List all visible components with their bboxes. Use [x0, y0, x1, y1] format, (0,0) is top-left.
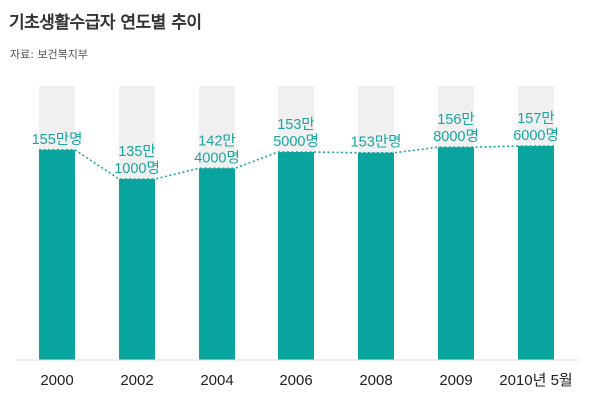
data-label: 5000명: [273, 133, 319, 150]
data-label: 4000명: [194, 149, 240, 166]
data-label: 155만명: [32, 131, 83, 148]
data-label: 153만명: [351, 134, 402, 151]
bar: [199, 168, 235, 360]
bar: [358, 152, 394, 360]
data-label: 156만: [437, 111, 475, 128]
x-tick-label: 2009: [439, 372, 472, 389]
data-label: 8000명: [433, 128, 479, 145]
connector-line: [39, 145, 554, 180]
x-tick-label: 2004: [200, 372, 233, 389]
data-label: 135만: [118, 143, 156, 160]
data-label: 1000명: [114, 160, 160, 177]
x-tick-label: 2006: [279, 372, 312, 389]
data-label: 6000명: [513, 127, 559, 144]
bar: [518, 146, 554, 360]
x-tick-label: 2010년 5월: [499, 372, 572, 389]
data-label: 142만: [198, 132, 236, 149]
chart-source: 자료: 보건복지부: [10, 48, 89, 61]
bar: [278, 152, 314, 360]
bar: [438, 147, 474, 360]
x-tick-label: 2002: [120, 372, 153, 389]
bar: [39, 149, 75, 360]
chart-title: 기초생활수급자 연도별 추이: [9, 13, 202, 33]
x-tick-label: 2008: [359, 372, 392, 389]
bar: [119, 179, 155, 360]
x-tick-label: 2000: [40, 372, 73, 389]
data-label: 157만: [517, 110, 555, 127]
data-label: 153만: [277, 116, 315, 133]
